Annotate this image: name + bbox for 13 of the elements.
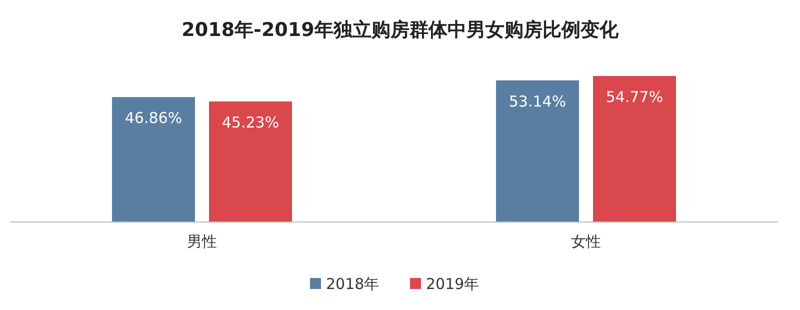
x-tick-label: 男性	[187, 232, 217, 251]
chart-title: 2018年-2019年独立购房群体中男女购房比例变化	[182, 19, 620, 41]
bar	[496, 80, 579, 222]
bar	[209, 101, 292, 222]
legend-label: 2018年	[326, 275, 380, 293]
data-label: 54.77%	[606, 88, 664, 106]
data-label: 53.14%	[508, 92, 566, 110]
data-label: 46.86%	[124, 109, 182, 128]
bar	[112, 97, 195, 222]
legend-label: 2019年	[426, 275, 480, 293]
bar	[593, 76, 676, 222]
x-tick-label: 女性	[571, 232, 601, 251]
data-label: 45.23%	[222, 113, 280, 132]
